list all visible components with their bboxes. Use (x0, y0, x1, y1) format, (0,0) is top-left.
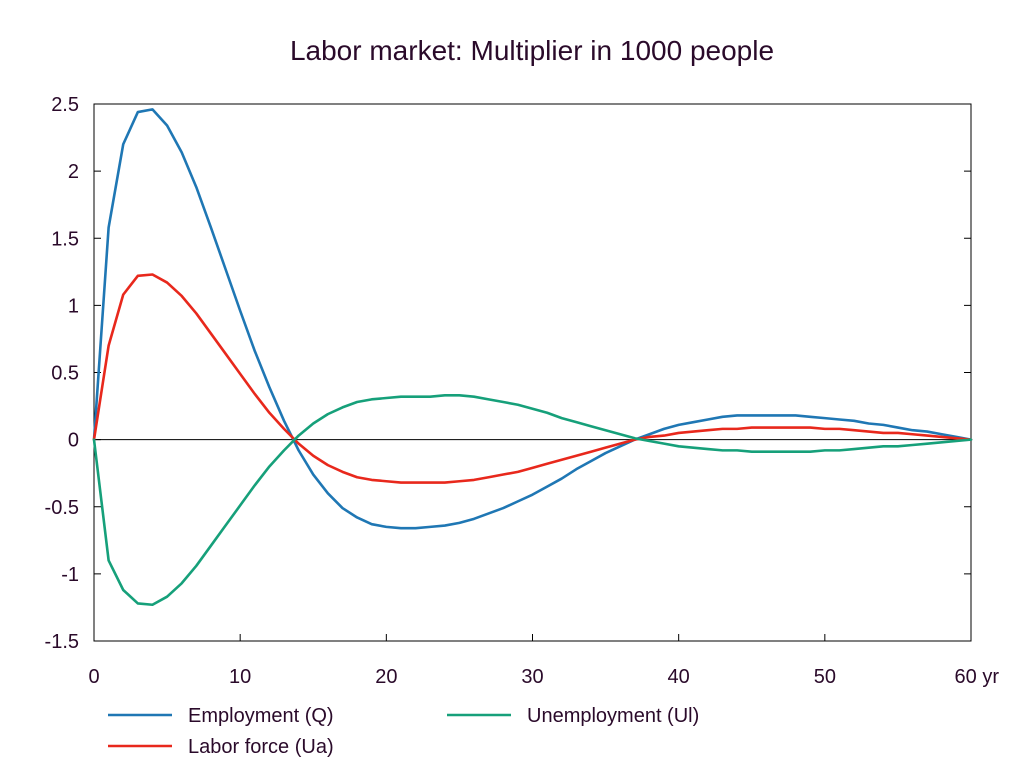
series-line-employment-q (92, 108, 973, 530)
plot-frame (93, 103, 972, 642)
series-line-unemployment-ul (92, 394, 973, 607)
x-tick-label: 10 (229, 666, 251, 688)
legend: Employment (Q) Unemployment (Ul) Labor for… (108, 705, 699, 758)
y-tick-label: 1 (68, 295, 79, 317)
y-tick-label: -0.5 (45, 497, 79, 519)
legend-label: Labor force (Ua) (188, 736, 334, 758)
chart-title: Labor market: Multiplier in 1000 people (290, 35, 774, 66)
plot-area: 2.5 2 1.5 1 0.5 0 -0.5 -1 -1.5 0 10 20 30 40 50 60 yr (45, 94, 1000, 688)
legend-label: Unemployment (Ul) (527, 705, 699, 727)
series-line-labor-force-ua (92, 273, 973, 484)
x-tick-label: 50 (814, 666, 836, 688)
x-tick-label: 30 (521, 666, 543, 688)
y-tick-label: -1.5 (45, 631, 79, 653)
y-tick-label: 0 (68, 430, 79, 452)
series-group (92, 108, 973, 607)
y-axis: 2.5 2 1.5 1 0.5 0 -0.5 -1 -1.5 (45, 94, 971, 653)
y-tick-label: -1 (61, 564, 79, 586)
y-tick-label: 2.5 (51, 94, 79, 116)
x-tick-label: 60 yr (955, 666, 1000, 688)
legend-item-labor-force-ua: Labor force (Ua) (108, 736, 334, 758)
legend-label: Employment (Q) (188, 705, 334, 727)
x-tick-label: 20 (375, 666, 397, 688)
y-tick-label: 0.5 (51, 363, 79, 385)
y-tick-label: 2 (68, 161, 79, 183)
legend-item-unemployment-ul: Unemployment (Ul) (447, 705, 699, 727)
y-tick-label: 1.5 (51, 228, 79, 250)
x-axis: 0 10 20 30 40 50 60 yr (88, 634, 999, 688)
x-tick-label: 0 (88, 666, 99, 688)
x-tick-label: 40 (668, 666, 690, 688)
legend-item-employment-q: Employment (Q) (108, 705, 334, 727)
